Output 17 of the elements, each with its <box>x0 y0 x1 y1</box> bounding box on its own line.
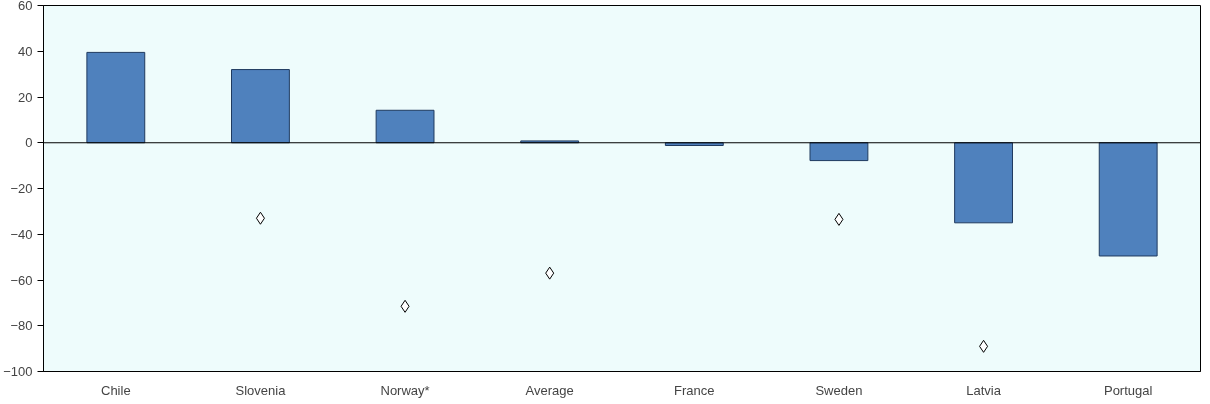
y-tick-label: −80 <box>10 318 33 334</box>
y-tick-label: 60 <box>18 0 33 13</box>
y-tick-label: −20 <box>10 181 33 196</box>
x-tick-label: Latvia <box>966 382 1002 398</box>
x-tick-label: Norway* <box>380 382 430 398</box>
x-tick-label: Slovenia <box>235 382 287 398</box>
x-tick-label: Average <box>525 382 574 398</box>
x-tick-label: Sweden <box>815 382 863 398</box>
x-tick-label: Portugal <box>1103 382 1153 398</box>
x-tick-label: France <box>674 382 715 398</box>
y-tick-label: −100 <box>3 364 33 379</box>
y-tick-label: 40 <box>18 43 33 59</box>
y-tick-label: 0 <box>25 135 33 151</box>
x-tick-label: Chile <box>101 382 131 398</box>
y-tick-label: −40 <box>10 226 33 242</box>
y-tick-label: 20 <box>18 89 33 105</box>
y-tick-label: −60 <box>10 272 33 288</box>
